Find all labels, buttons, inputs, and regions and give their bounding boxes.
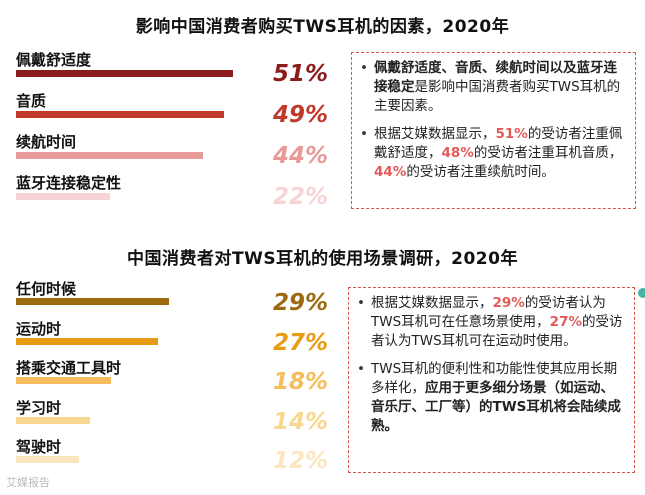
note-text: 的受访者认为TWS耳机可在任意场景使用，: [371, 295, 606, 330]
category-label: 佩戴舒适度: [16, 51, 92, 69]
note-text: 佩戴舒适度、音质、续航时间以及蓝牙连接稳定: [374, 60, 617, 95]
note-text: 的受访者注重佩戴舒适度，: [374, 126, 623, 161]
bar: [16, 152, 203, 159]
bar: [16, 193, 110, 200]
category-label: 续航时间: [16, 133, 77, 151]
category-label: 音质: [16, 92, 47, 110]
note-bullet: TWS耳机的便利性和功能性使其应用长期多样化，应用于更多细分场景（如运动、音乐厅…: [357, 360, 626, 436]
value-label: 44%: [272, 143, 328, 169]
value-label: 18%: [272, 369, 328, 395]
value-label: 12%: [272, 448, 328, 474]
value-label: 51%: [272, 61, 328, 87]
note-text: 的受访者注重续航时间。: [406, 164, 555, 180]
bottom-notes-box: 根据艾媒数据显示，29%的受访者认为TWS耳机可在任意场景使用，27%的受访者认…: [348, 287, 635, 473]
note-text: 的受访者认为TWS耳机可在运动时使用。: [371, 314, 623, 349]
category-label: 运动时: [16, 319, 62, 338]
value-label: 27%: [272, 329, 328, 356]
highlight-percent: 48%: [441, 145, 474, 161]
note-bullet: 根据艾媒数据显示，51%的受访者注重佩戴舒适度，48%的受访者注重耳机音质， 44…: [360, 125, 627, 182]
note-bullet: 佩戴舒适度、音质、续航时间以及蓝牙连接稳定是影响中国消费者购买TWS耳机的主要因…: [360, 59, 627, 116]
top-notes-box: 佩戴舒适度、音质、续航时间以及蓝牙连接稳定是影响中国消费者购买TWS耳机的主要因…: [351, 52, 636, 209]
value-label: 14%: [272, 408, 328, 435]
bar: [16, 456, 80, 463]
value-label: 49%: [272, 102, 328, 128]
highlight-percent: 44%: [374, 164, 407, 180]
note-text: 的受访者注重耳机音质，: [473, 145, 623, 161]
note-text: TWS耳机的便利性和功能性使其应用长期多样化，: [371, 361, 618, 396]
highlight-percent: 27%: [549, 314, 582, 330]
bar: [16, 298, 169, 305]
note-text: 根据艾媒数据显示，: [374, 126, 496, 142]
note-text: 根据艾媒数据显示，: [371, 295, 493, 311]
note-text: 是影响中国消费者购买TWS耳机的主要因素。: [374, 79, 621, 114]
category-label: 蓝牙连接稳定性: [16, 174, 122, 192]
value-label: 22%: [272, 184, 328, 210]
category-label: 驾驶时: [16, 438, 62, 456]
highlight-percent: 51%: [495, 126, 528, 142]
category-label: 学习时: [16, 398, 62, 417]
value-label: 29%: [272, 290, 328, 316]
note-bullet: 根据艾媒数据显示，29%的受访者认为TWS耳机可在任意场景使用，27%的受访者认…: [357, 294, 626, 351]
bar: [16, 416, 90, 424]
bar: [16, 337, 159, 345]
bar: [16, 377, 111, 384]
bottom-chart-title: 中国消费者对TWS耳机的使用场景调研，2020年: [127, 249, 518, 269]
top-chart-title: 影响中国消费者购买TWS耳机的因素，2020年: [135, 17, 510, 37]
watermark: 艾媒报告: [6, 476, 50, 489]
category-label: 任何时候: [16, 280, 77, 298]
decorative-dot: [638, 288, 645, 298]
bar: [16, 70, 233, 77]
category-label: 搭乘交通工具时: [16, 359, 122, 377]
note-text: 应用于更多细分场景（如运动、音乐厅、工厂等）的TWS耳机将会陆续成熟。: [371, 380, 621, 434]
bar: [16, 111, 225, 118]
highlight-percent: 29%: [492, 295, 525, 311]
